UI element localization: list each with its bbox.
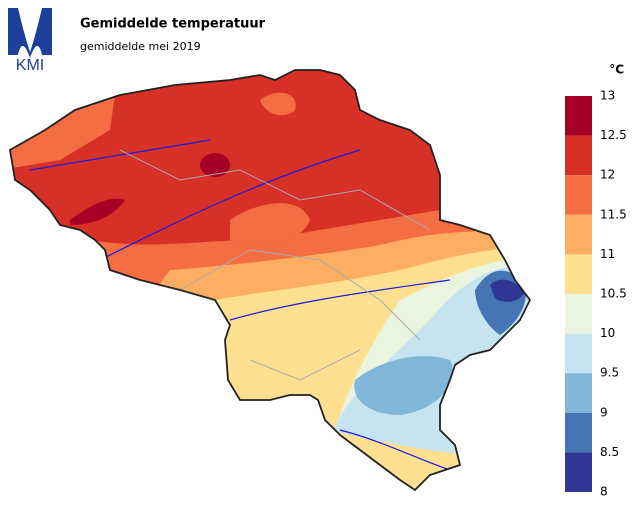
legend-tick-label: 12.5	[600, 128, 627, 142]
legend-bin	[565, 452, 592, 492]
legend-tick-label: 8.5	[600, 445, 619, 459]
legend-tick-label: 13	[600, 89, 615, 103]
legend-tick-label: 10.5	[600, 287, 627, 301]
legend-bin	[565, 175, 592, 215]
legend-tick-label: 9.5	[600, 366, 619, 380]
logo: KMI	[8, 8, 52, 74]
legend-bin	[565, 373, 592, 413]
legend-tick-label: 8	[600, 485, 608, 499]
legend-tick-label: 11.5	[600, 207, 627, 221]
legend-tick-label: 11	[600, 247, 615, 261]
legend-bin	[565, 254, 592, 294]
legend-bin	[565, 333, 592, 374]
border	[9, 69, 532, 492]
map	[10, 70, 530, 490]
legend-tick-label: 9	[600, 405, 608, 419]
legend-tick-label: 12	[600, 168, 615, 182]
legend-unit: °C	[609, 63, 624, 77]
legend: 13 12.5 12 11.5 11 10.5 10 9.5 9 8.5 8	[565, 89, 627, 499]
legend-bin	[565, 135, 592, 176]
legend-bin	[565, 214, 592, 255]
legend-tick-label: 10	[600, 326, 615, 340]
subtitle: gemiddelde mei 2019	[80, 40, 201, 53]
title: Gemiddelde temperatuur	[80, 17, 266, 32]
legend-bin	[565, 294, 592, 334]
logo-text: KMI	[16, 57, 44, 74]
legend-bin	[565, 96, 592, 136]
legend-bin	[565, 412, 592, 453]
